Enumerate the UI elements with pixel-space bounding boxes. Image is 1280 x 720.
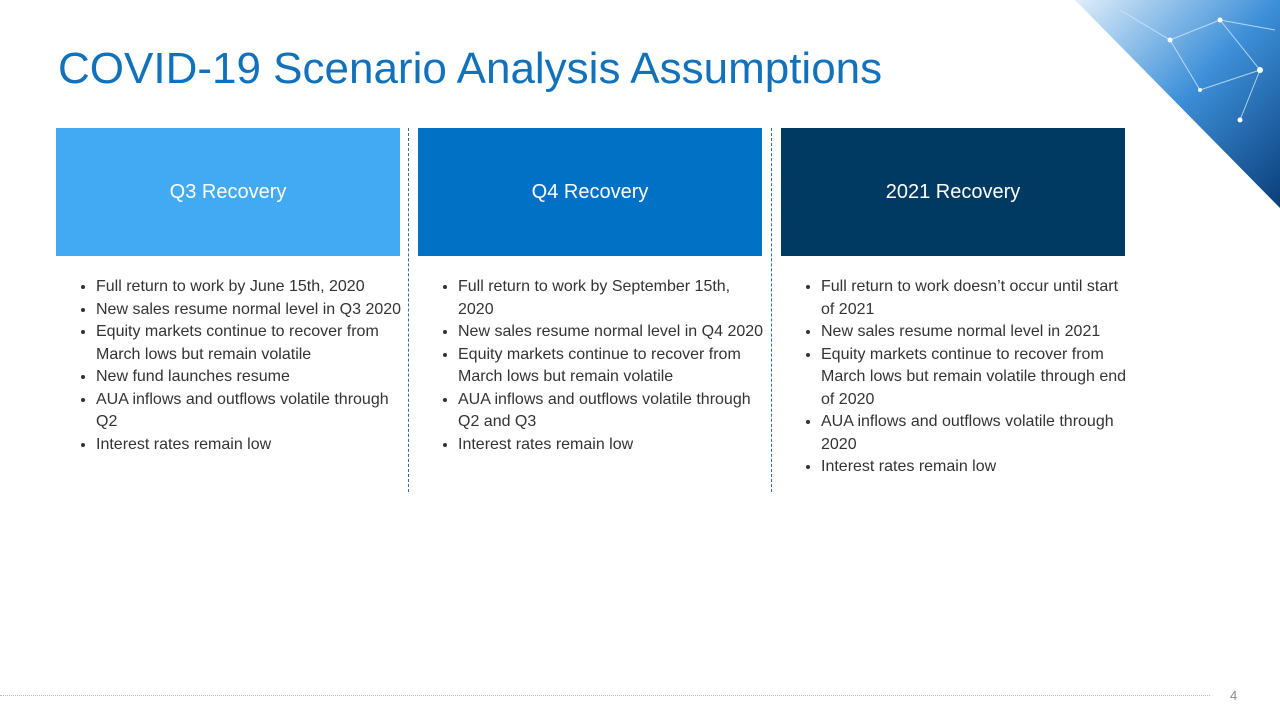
- separator: [771, 128, 772, 492]
- separator: [408, 128, 409, 492]
- bullet-item: AUA inflows and outflows volatile throug…: [821, 411, 1131, 456]
- bullet-item: New sales resume normal level in 2021: [821, 321, 1131, 344]
- column-heading: 2021 Recovery: [781, 128, 1125, 256]
- footer-rule: [0, 695, 1210, 696]
- bullet-item: Equity markets continue to recover from …: [821, 344, 1131, 412]
- bullet-item: Interest rates remain low: [96, 434, 406, 457]
- column-heading: Q3 Recovery: [56, 128, 400, 256]
- page-number: 4: [1230, 688, 1238, 703]
- bullet-list: Full return to work by September 15th, 2…: [418, 276, 768, 456]
- bullet-item: New sales resume normal level in Q4 2020: [458, 321, 768, 344]
- bullet-list: Full return to work doesn’t occur until …: [781, 276, 1131, 479]
- bullet-item: Equity markets continue to recover from …: [458, 344, 768, 389]
- bullet-item: Full return to work by September 15th, 2…: [458, 276, 768, 321]
- bullet-item: AUA inflows and outflows volatile throug…: [96, 389, 406, 434]
- bullet-item: Equity markets continue to recover from …: [96, 321, 406, 366]
- bullet-item: AUA inflows and outflows volatile throug…: [458, 389, 768, 434]
- bullet-item: Interest rates remain low: [821, 456, 1131, 479]
- slide-title: COVID-19 Scenario Analysis Assumptions: [58, 44, 883, 93]
- bullet-item: New fund launches resume: [96, 366, 406, 389]
- bullet-item: Interest rates remain low: [458, 434, 768, 457]
- bullet-item: Full return to work doesn’t occur until …: [821, 276, 1131, 321]
- column-heading: Q4 Recovery: [418, 128, 762, 256]
- bullet-item: Full return to work by June 15th, 2020: [96, 276, 406, 299]
- bullet-item: New sales resume normal level in Q3 2020: [96, 299, 406, 322]
- bullet-list: Full return to work by June 15th, 2020Ne…: [56, 276, 406, 456]
